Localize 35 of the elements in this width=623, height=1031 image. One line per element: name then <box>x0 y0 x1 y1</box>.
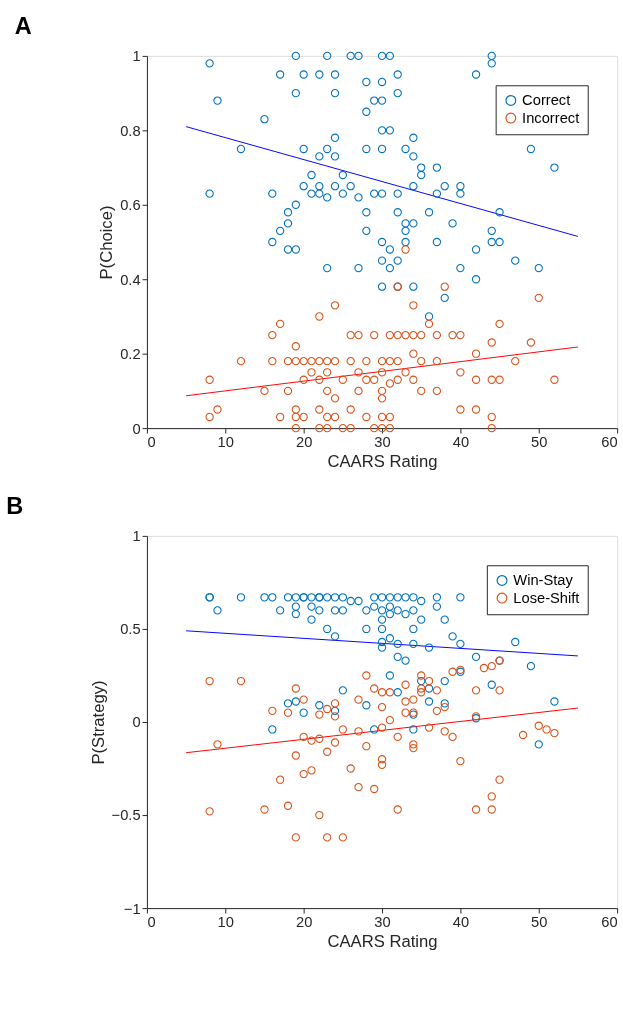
y-tick-label: 1 <box>132 528 141 545</box>
x-tick-label: 50 <box>531 434 548 451</box>
y-axis-title: P(Strategy) <box>88 680 108 765</box>
y-tick-label: 1 <box>132 48 141 65</box>
chart-title: A <box>14 13 32 40</box>
y-tick-label: 0 <box>132 420 141 437</box>
x-tick-label: 0 <box>147 914 156 931</box>
y-tick-label: 0.2 <box>120 346 141 363</box>
legend-label: Win-Stay <box>513 572 574 589</box>
x-tick-label: 20 <box>295 434 313 451</box>
x-tick-label: 10 <box>217 434 234 451</box>
y-tick-label: 0.6 <box>120 197 141 214</box>
x-tick-label: 50 <box>531 914 548 931</box>
x-tick-label: 0 <box>147 434 156 451</box>
y-tick-label: 0.8 <box>120 122 141 139</box>
x-axis-title: CAARS Rating <box>327 931 438 951</box>
x-tick-label: 60 <box>601 914 618 931</box>
legend-label: Incorrect <box>522 110 580 126</box>
y-tick-label: 0.5 <box>120 621 141 638</box>
x-tick-label: 60 <box>601 434 618 451</box>
legend-label: Lose-Shift <box>513 589 580 606</box>
x-tick-label: 40 <box>452 914 470 931</box>
y-axis-title: P(Choice) <box>97 205 117 280</box>
x-tick-label: 20 <box>295 914 313 931</box>
y-tick-label: 0.4 <box>120 271 141 288</box>
x-axis-title: CAARS Rating <box>327 451 438 471</box>
x-tick-label: 40 <box>452 434 470 451</box>
chart-title: B <box>6 493 24 520</box>
y-tick-label: 0 <box>132 714 141 731</box>
x-tick-label: 10 <box>217 914 234 931</box>
x-tick-label: 30 <box>374 434 391 451</box>
y-tick-label: −0.5 <box>111 807 141 824</box>
y-tick-label: −1 <box>123 900 141 917</box>
x-tick-label: 30 <box>374 914 391 931</box>
legend-label: Correct <box>522 92 571 109</box>
